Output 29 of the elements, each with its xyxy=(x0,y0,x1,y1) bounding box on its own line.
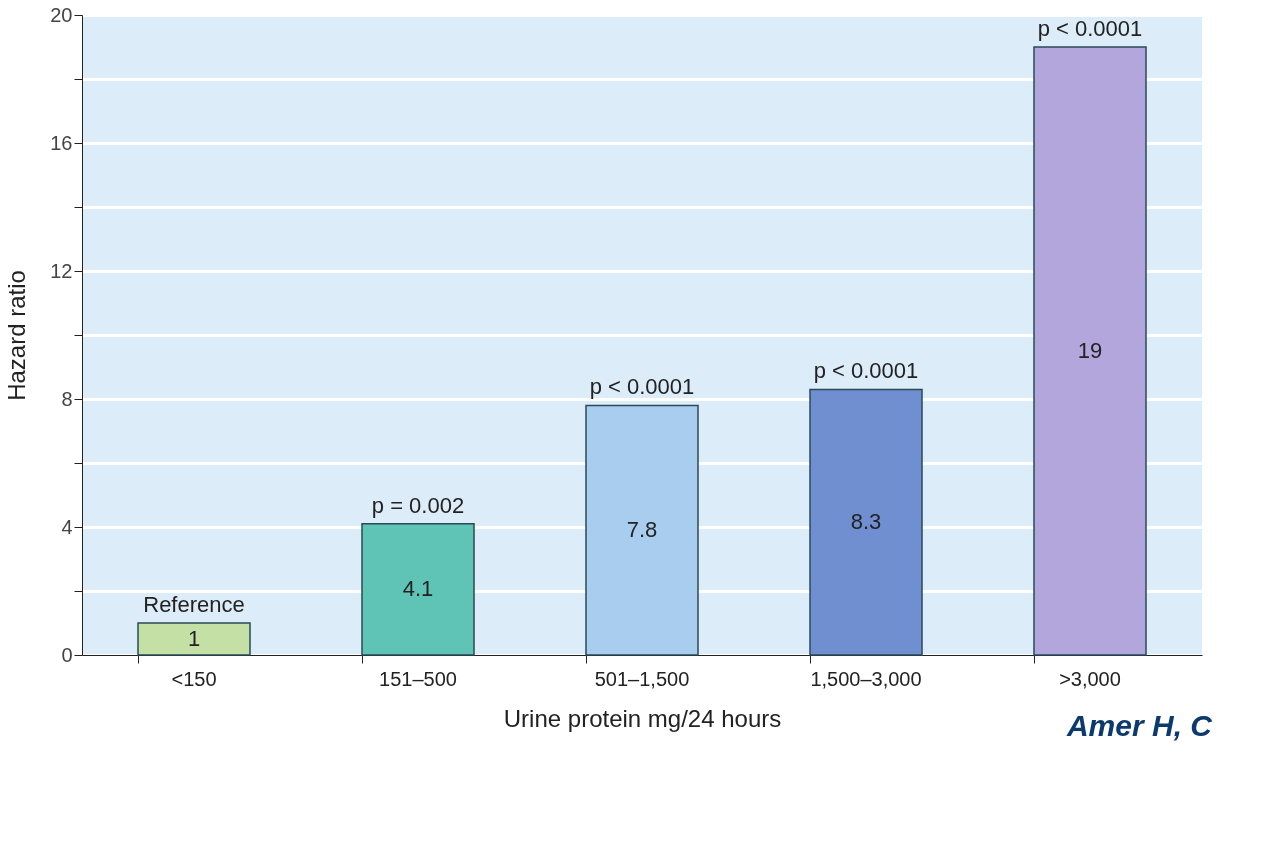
annotation: Reference xyxy=(143,592,245,617)
bar xyxy=(809,388,923,656)
y-axis-title: Hazard ratio xyxy=(3,270,31,401)
bar xyxy=(1033,46,1147,656)
y-tick-label: 20 xyxy=(50,3,73,26)
bar xyxy=(585,404,699,656)
x-tick-label: 151–500 xyxy=(379,667,457,690)
data-label: 8.3 xyxy=(850,509,882,535)
y-tick-label: 16 xyxy=(50,131,73,154)
x-tick-label: >3,000 xyxy=(1059,667,1121,690)
data-label: 1 xyxy=(187,626,201,651)
x-tick-label: <150 xyxy=(171,667,217,690)
x-tick-label: 1,500–3,000 xyxy=(810,667,922,690)
annotation: p < 0.0001 xyxy=(1037,16,1143,41)
annotation: p = 0.002 xyxy=(371,492,465,518)
y-tick-label: 8 xyxy=(61,387,73,410)
x-tick-label: 501–1,500 xyxy=(594,667,690,690)
x-axis-title: Urine protein mg/24 hours xyxy=(503,704,782,732)
data-label: 7.8 xyxy=(626,517,658,543)
annotation: p < 0.0001 xyxy=(589,374,695,400)
y-tick-label: 4 xyxy=(61,515,73,538)
y-tick-label: 12 xyxy=(50,259,73,282)
text: Amer H, C xyxy=(1065,709,1214,742)
bar xyxy=(361,523,475,656)
bar xyxy=(137,622,251,656)
y-tick-label: 0 xyxy=(61,643,73,666)
data-label: 4.1 xyxy=(402,576,434,602)
annotation: p < 0.0001 xyxy=(813,358,919,384)
data-label: 19 xyxy=(1077,338,1103,363)
